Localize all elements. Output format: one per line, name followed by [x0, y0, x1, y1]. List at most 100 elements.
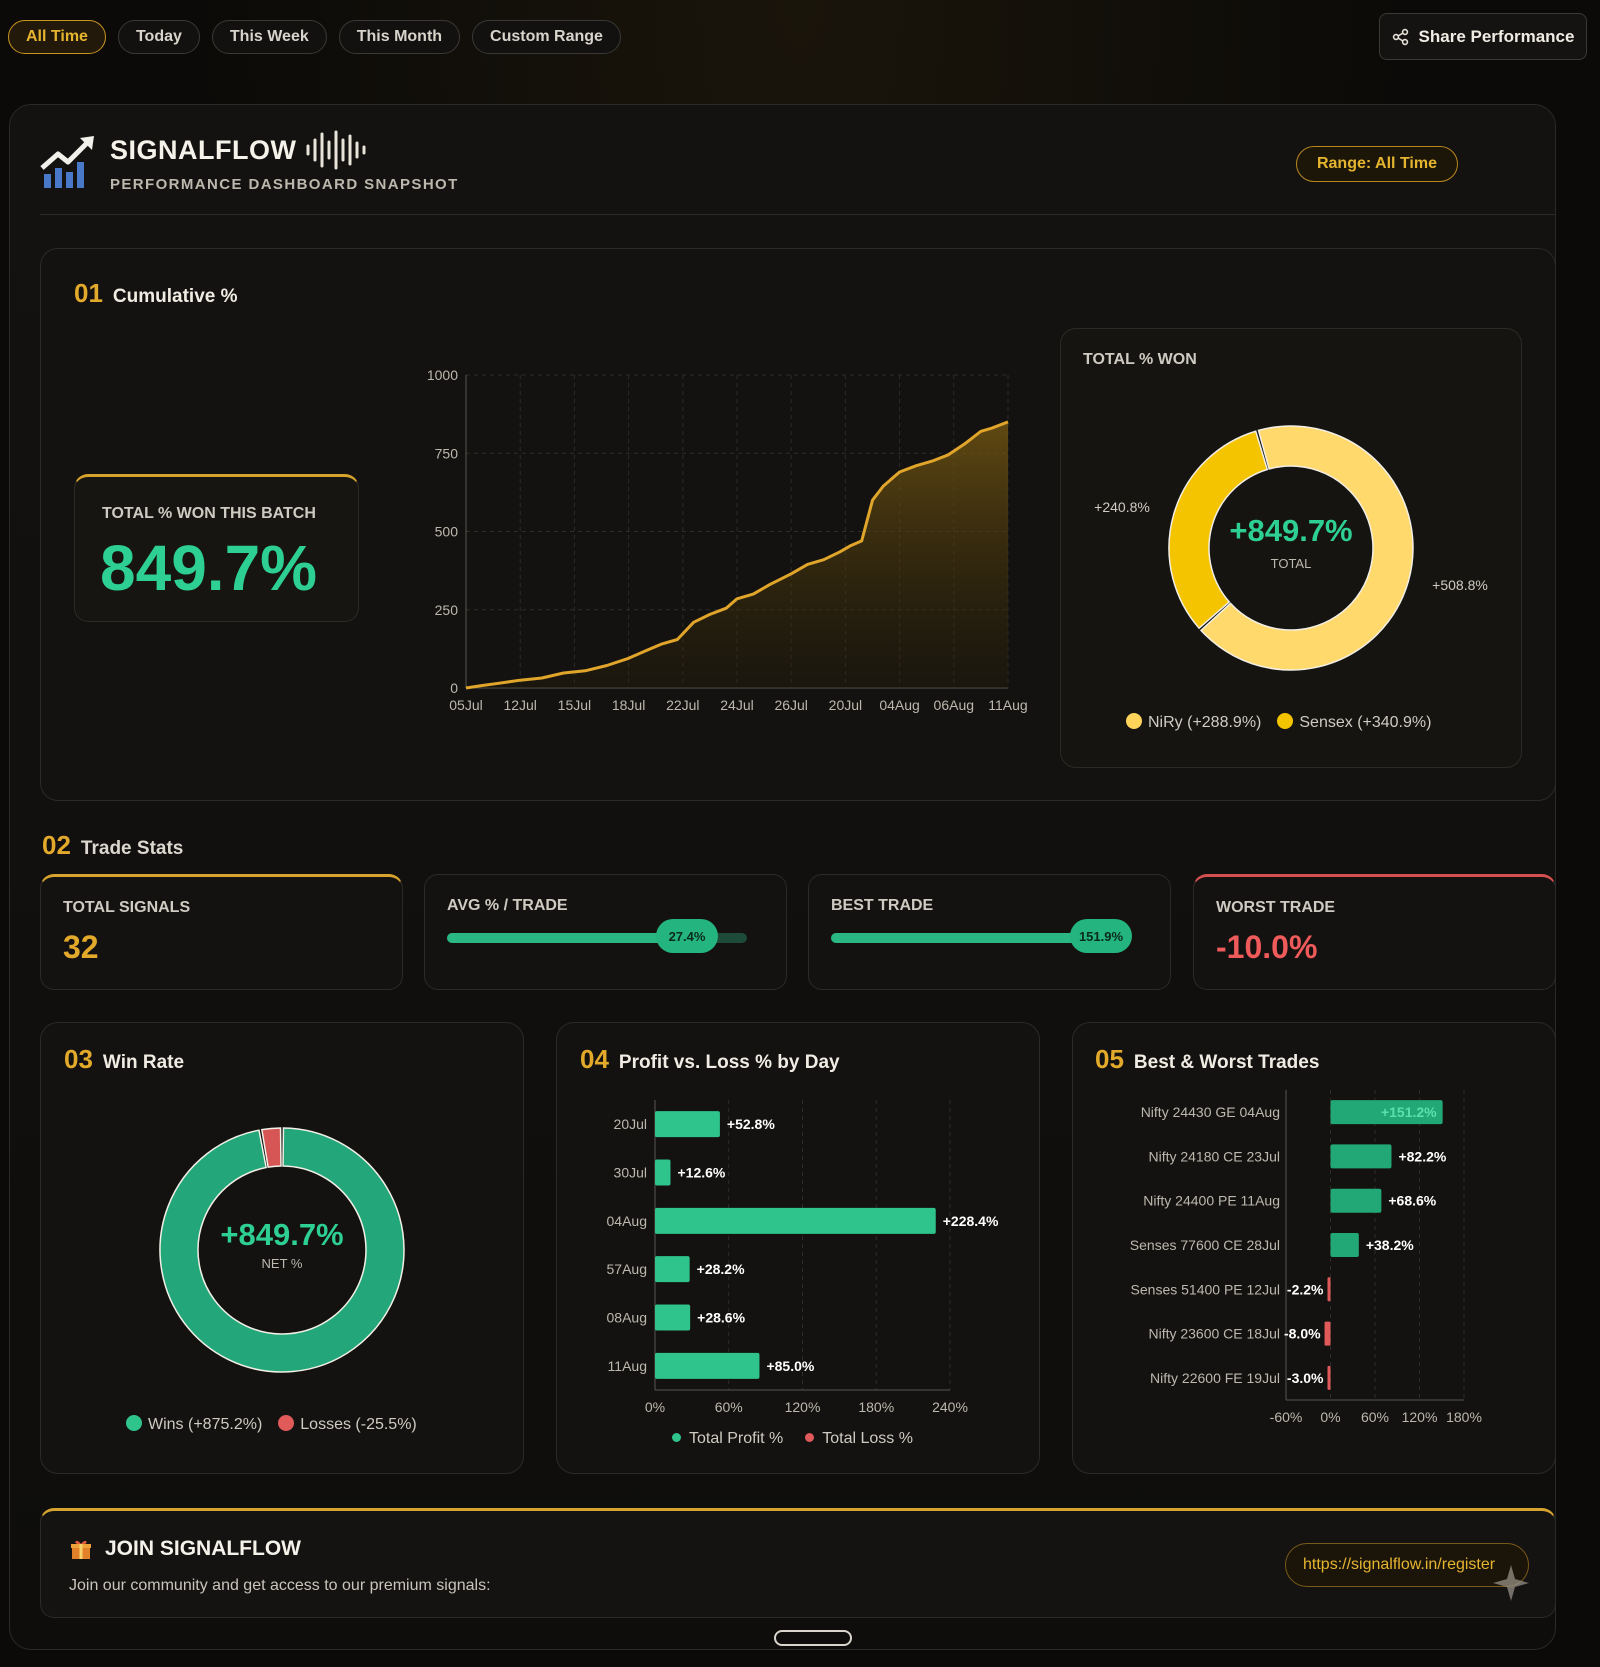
donut-label-right: +508.8% [1432, 577, 1488, 593]
legend-item-wins: Wins (+875.2%) [126, 1415, 262, 1434]
profit-loss-title: 04 Profit vs. Loss % by Day [580, 1044, 840, 1075]
x-tick-label: 120% [785, 1399, 821, 1415]
section-title-text: Trade Stats [80, 838, 184, 859]
join-title-text: JOIN SIGNALFLOW [105, 1537, 301, 1560]
cumulative-line [465, 420, 1009, 690]
share-performance-button[interactable]: Share Performance [1379, 13, 1587, 60]
bar-data-label: -8.0% [1284, 1326, 1321, 1342]
total-won-batch-card: TOTAL % WON THIS BATCH 849.7% [74, 474, 359, 622]
x-tick-label: 180% [1446, 1409, 1482, 1425]
x-tick-label: 04Aug [879, 697, 919, 713]
category-label: 08Aug [607, 1310, 647, 1326]
profit-bar [655, 1352, 760, 1379]
x-tick-label: 240% [932, 1399, 968, 1415]
win-rate-section [40, 1022, 524, 1474]
total-won-title: TOTAL % WON [1083, 351, 1197, 368]
total-won-legend: NiRy (+288.9%) Sensex (+340.9%) [1126, 713, 1431, 732]
filter-all-time[interactable]: All Time [8, 20, 106, 54]
best-worst-bar-chart: -60% 0% 60% 120% 180% Nifty 24430 GE 04Aug +15… [1130, 1090, 1482, 1425]
register-link[interactable]: https://signalflow.in/register [1285, 1543, 1529, 1587]
section-title-text: Best & Worst Trades [1133, 1052, 1320, 1073]
best-trade-bar [831, 933, 1131, 943]
category-label: Nifty 22600 FE 19Jul [1150, 1370, 1280, 1386]
cumulative-line-chart: 0 250 500 750 1000 05Jul 12Jul 15Jul 18Jul 22Jul 2… [427, 367, 1028, 713]
bar-data-label: +82.2% [1398, 1148, 1446, 1164]
best-worst-section [1072, 1022, 1556, 1474]
donut-center-value: +849.7% [1229, 513, 1352, 548]
profit-loss-bar-chart: 0% 60% 120% 180% 240% 20Jul +52.8% 30Jul +12.6% 0… [607, 1100, 999, 1415]
category-label: 30Jul [614, 1165, 647, 1181]
x-tick-label: 60% [715, 1399, 743, 1415]
x-tick-label: 11Aug [988, 697, 1027, 713]
brand-text: SIGNALFLOW [110, 134, 297, 165]
y-tick-label: 250 [435, 602, 459, 618]
legend-item-sensex: Sensex (+340.9%) [1277, 713, 1431, 732]
stat-label: WORST TRADE [1216, 899, 1336, 916]
x-tick-label: 15Jul [558, 697, 591, 713]
bar-data-label: +28.6% [697, 1310, 745, 1326]
win-rate-legend: Wins (+875.2%) Losses (-25.5%) [126, 1415, 417, 1434]
profit-bar [655, 1111, 720, 1138]
trade-bar [1330, 1188, 1382, 1213]
section-title-text: Cumulative % [112, 286, 238, 307]
stat-value: -10.0% [1216, 929, 1318, 965]
bar-data-label: +52.8% [727, 1116, 775, 1132]
trade-bar [1330, 1100, 1443, 1125]
category-label: Nifty 24400 PE 11Aug [1143, 1193, 1280, 1209]
x-tick-label: 120% [1402, 1409, 1438, 1425]
legend-item-loss: Total Loss % [805, 1430, 913, 1448]
trade-bar [1327, 1277, 1331, 1302]
cumulative-area [466, 421, 1008, 688]
filter-this-month[interactable]: This Month [338, 20, 461, 54]
avg-trade-card: AVG % / TRADE 27.4% [424, 874, 787, 990]
x-tick-label: 180% [858, 1399, 894, 1415]
batch-label: TOTAL % WON THIS BATCH [102, 505, 316, 522]
legend-item-profit: Total Profit % [672, 1430, 783, 1448]
y-tick-label: 1000 [427, 367, 458, 383]
category-label: Nifty 23600 CE 18Jul [1148, 1326, 1280, 1342]
y-tick-label: 500 [435, 524, 459, 540]
profit-bar [655, 1304, 691, 1331]
brand-name: SIGNALFLOW [110, 130, 459, 170]
bar-data-label: +12.6% [677, 1165, 725, 1181]
gift-icon [71, 1540, 91, 1559]
bar-data-label: +28.2% [697, 1261, 745, 1277]
x-tick-label: 60% [1361, 1409, 1389, 1425]
donut-slice-losses [260, 1127, 282, 1169]
scroll-handle[interactable] [774, 1630, 852, 1646]
profit-loss-legend: Total Profit % Total Loss % [672, 1430, 913, 1448]
sparkle-icon [1493, 1565, 1529, 1601]
filter-custom-range[interactable]: Custom Range [472, 20, 621, 54]
stat-label: BEST TRADE [831, 897, 934, 914]
total-won-donut-chart: +240.8% +508.8% +849.7% TOTAL [1094, 425, 1488, 671]
stat-label: AVG % / TRADE [447, 897, 568, 914]
bar-data-label: -2.2% [1287, 1281, 1324, 1297]
bar-data-label: +151.2% [1381, 1104, 1437, 1120]
share-button-label: Share Performance [1418, 26, 1575, 46]
filter-this-week[interactable]: This Week [211, 20, 327, 54]
join-description: Join our community and get access to our… [69, 1577, 491, 1594]
filter-today[interactable]: Today [117, 20, 200, 54]
stat-value: 32 [63, 929, 99, 965]
win-center-value: +849.7% [220, 1217, 343, 1252]
x-tick-label: 24Jul [720, 697, 753, 713]
category-label: 57Aug [607, 1261, 647, 1277]
x-tick-label: 05Jul [449, 697, 482, 713]
header-divider [40, 214, 1556, 215]
x-tick-label: 26Jul [774, 697, 807, 713]
avg-trade-bar-fill [447, 933, 708, 943]
win-rate-donut-chart: +849.7% NET % [159, 1127, 405, 1373]
win-center-label: NET % [262, 1256, 303, 1271]
best-trade-card: BEST TRADE 151.9% [808, 874, 1171, 990]
avg-trade-bar [447, 933, 747, 943]
legend-item-nifty: NiRy (+288.9%) [1126, 713, 1261, 732]
donut-slice-wins [159, 1127, 405, 1373]
donut-label-left: +240.8% [1094, 499, 1150, 515]
category-label: Senses 51400 PE 12Jul [1131, 1281, 1280, 1297]
range-badge[interactable]: Range: All Time [1295, 146, 1458, 182]
y-tick-label: 0 [450, 680, 458, 696]
batch-value: 849.7% [100, 532, 318, 604]
category-label: 04Aug [607, 1213, 647, 1229]
avg-trade-value-pill: 27.4% [656, 919, 718, 953]
sound-wave-icon [306, 130, 366, 170]
